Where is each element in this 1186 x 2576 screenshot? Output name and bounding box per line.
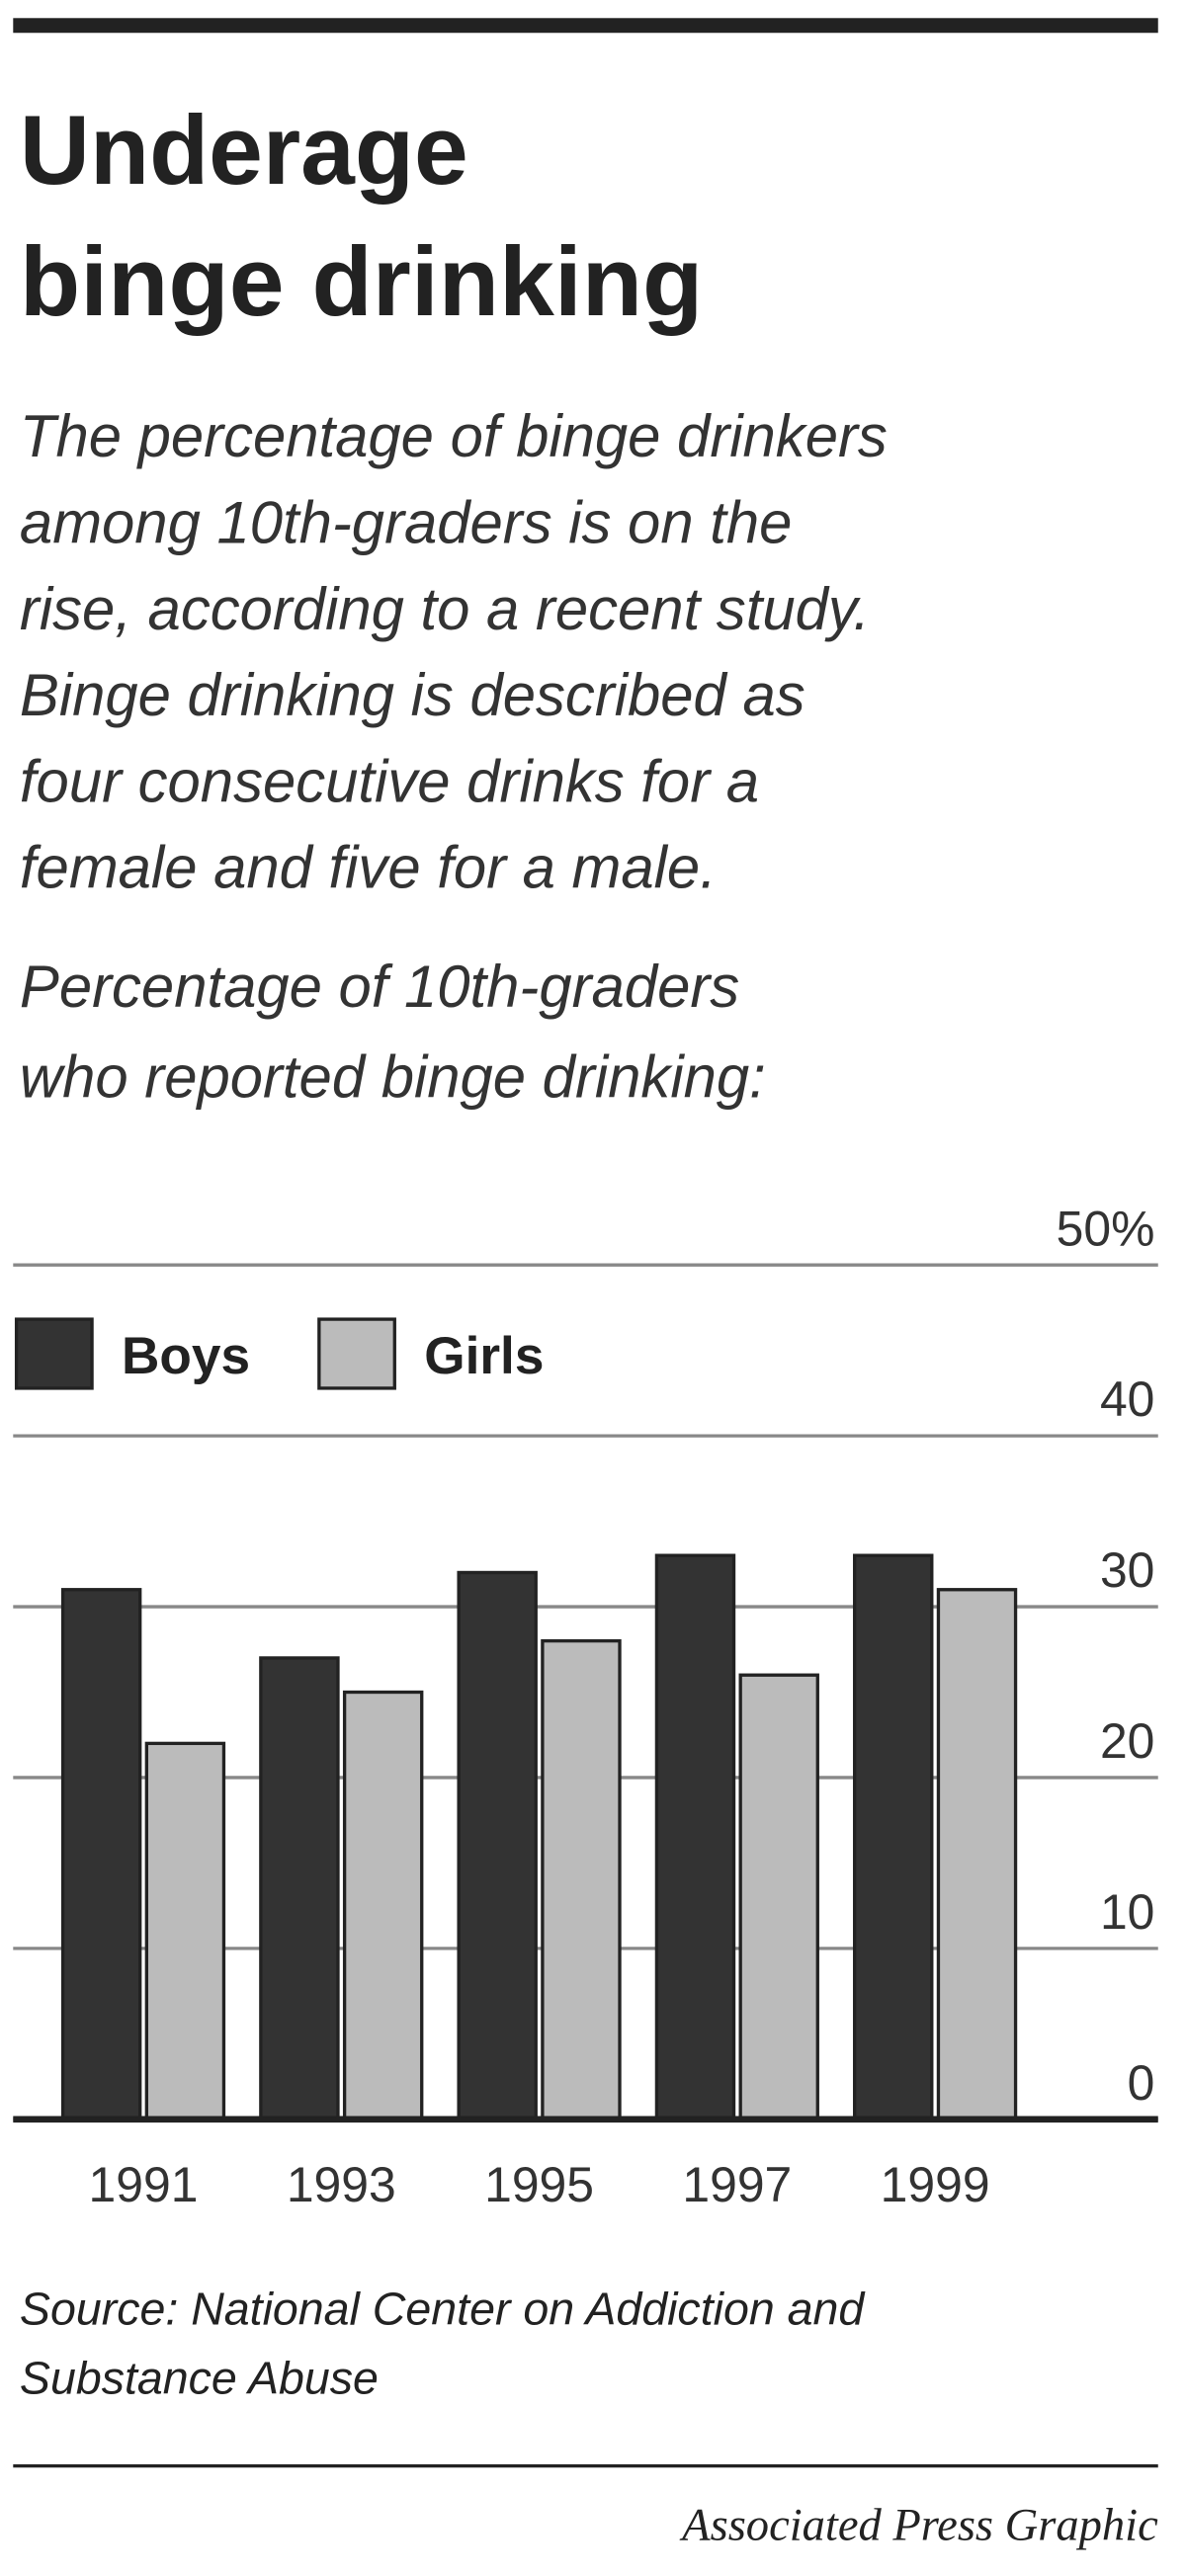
x-tick-label: 1993 [287,2157,396,2212]
description-line: rise, according to a recent study. [20,576,870,642]
source: Substance Abuse [20,2352,379,2403]
axis-label: Percentage of 10th-graders [20,954,739,1020]
description-line: Binge drinking is described as [20,662,805,728]
x-tick-label: 1999 [881,2157,990,2212]
bar [342,1690,424,2121]
description-line: four consecutive drinks for a [20,748,759,814]
legend-label: Girls [424,1327,544,1385]
bar [144,1741,226,2121]
source: Source: National Center on Addiction and [20,2284,866,2335]
y-tick-label: 0 [1128,2055,1155,2111]
legend-label: Boys [122,1327,250,1385]
y-tick-label: 20 [1100,1713,1154,1769]
bar [457,1570,538,2121]
description-line: The percentage of binge drinkers [20,403,888,469]
bar [738,1673,819,2121]
x-tick-label: 1991 [89,2157,199,2212]
credit: Associated Press Graphic [679,2500,1158,2550]
y-tick-label: 50% [1057,1201,1155,1256]
y-tick-label: 10 [1100,1884,1154,1940]
y-tick-label: 40 [1100,1371,1154,1427]
legend-swatch [317,1317,396,1390]
axis-label: who reported binge drinking: [20,1044,766,1111]
x-tick-label: 1997 [682,2157,792,2212]
description-line: female and five for a male. [20,835,717,901]
bar [259,1656,340,2121]
bar [936,1588,1018,2121]
bar [60,1588,142,2121]
bar [541,1638,622,2121]
bar [654,1553,736,2121]
title-line: Underage [20,96,468,206]
bottom-rule [13,2463,1158,2468]
legend-swatch [14,1317,94,1390]
bar [853,1553,934,2121]
description-line: among 10th-graders is on the [20,489,792,555]
top-rule [13,18,1158,34]
description: The percentage of binge drinkers among 10… [20,403,888,1110]
title-line: binge drinking [20,227,703,337]
y-tick-label: 30 [1100,1542,1154,1598]
plot: 0 10 20 30 40 50% 1991 1993 1995 1997 1999 Boys Girl… [13,1201,1158,2212]
x-tick-label: 1995 [484,2157,594,2212]
